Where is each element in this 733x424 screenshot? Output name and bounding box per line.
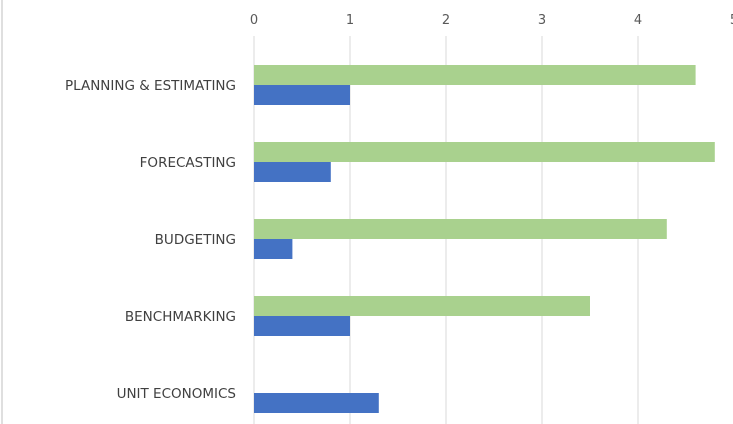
bar-blue-3 [254,316,350,336]
x-tick-labels: 0 1 2 3 4 5 [250,13,733,28]
category-label-0: PLANNING & ESTIMATING [65,78,236,94]
x-tick-label-5: 5 [730,13,733,28]
bar-green-3 [254,296,590,316]
bar-blue-4 [254,393,379,413]
bar-blue-0 [254,85,350,105]
bar-green-0 [254,65,696,85]
x-tick-label-1: 1 [346,13,354,28]
category-labels: PLANNING & ESTIMATING FORECASTING BUDGETIN… [65,78,236,402]
x-tick-label-0: 0 [250,13,258,28]
category-label-2: BUDGETING [155,232,236,248]
bar-blue-1 [254,162,331,182]
bars [254,65,715,413]
category-label-4: UNIT ECONOMICS [117,386,236,402]
bar-blue-2 [254,239,293,259]
category-label-3: BENCHMARKING [125,309,236,325]
bar-green-2 [254,219,667,239]
x-tick-label-3: 3 [538,13,546,28]
category-label-1: FORECASTING [140,155,236,171]
bar-green-1 [254,142,715,162]
x-tick-label-4: 4 [634,13,642,28]
x-tick-label-2: 2 [442,13,450,28]
